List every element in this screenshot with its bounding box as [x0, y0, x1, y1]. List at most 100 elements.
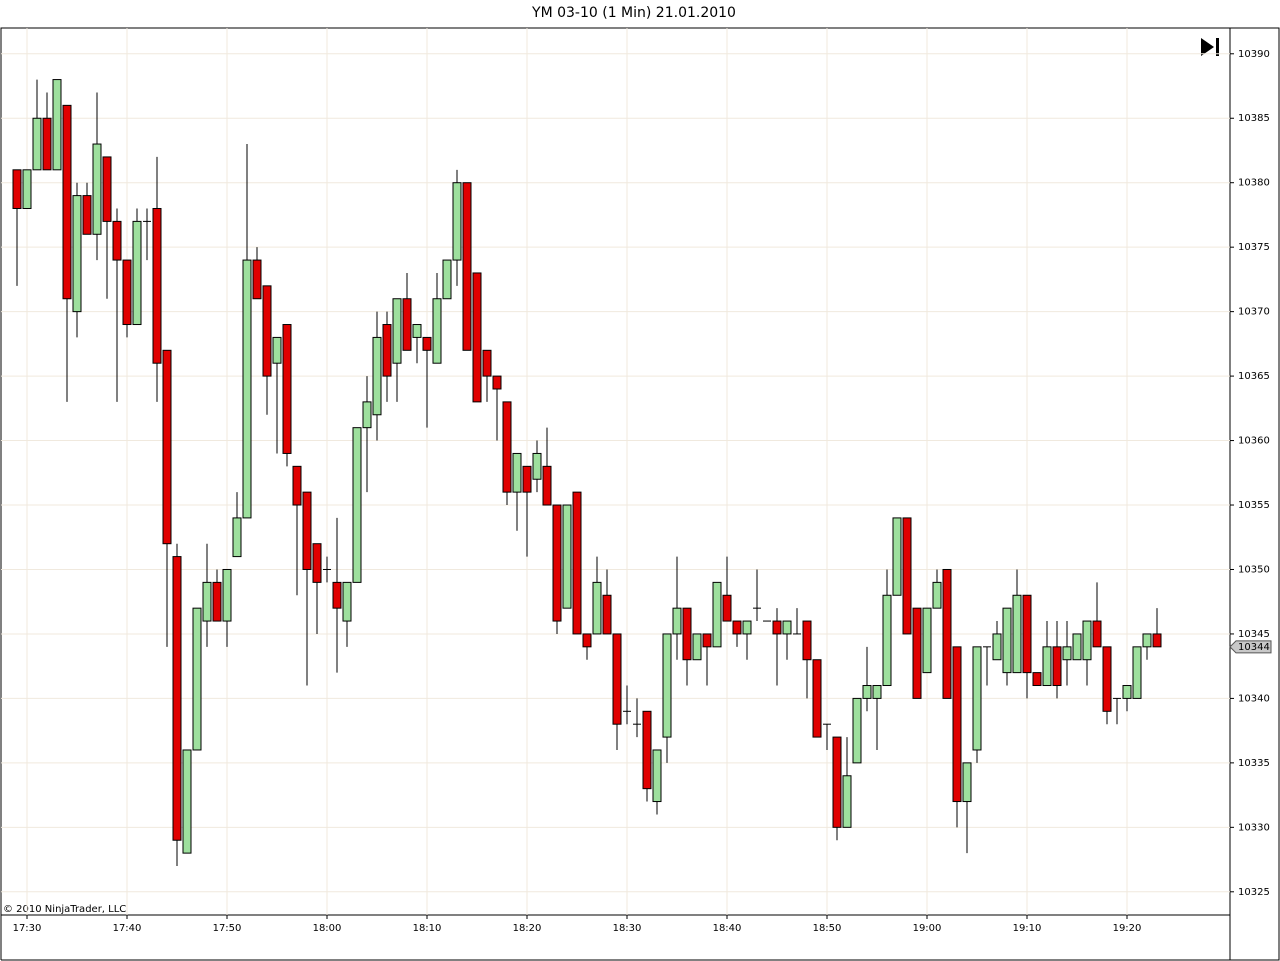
candle-body [572, 491, 582, 635]
x-tick-label: 17:50 [213, 923, 242, 934]
candle-body [222, 568, 232, 622]
y-tick-label: 10365 [1238, 371, 1270, 382]
candle-body [122, 259, 132, 326]
x-tick-label: 18:30 [613, 923, 642, 934]
candle-body [852, 697, 862, 764]
chart-title: YM 03-10 (1 Min) 21.01.2010 [531, 5, 736, 21]
y-tick-label: 10355 [1238, 500, 1270, 511]
candle-body [1152, 633, 1162, 648]
candle-body [332, 581, 342, 609]
candle-body [522, 465, 532, 493]
candle-body [52, 79, 62, 171]
x-tick-label: 19:20 [1113, 923, 1142, 934]
candle-body [92, 143, 102, 235]
y-tick-label: 10385 [1238, 113, 1270, 124]
y-tick-label: 10330 [1238, 822, 1270, 833]
candle-body [672, 607, 682, 635]
x-tick-label: 18:10 [413, 923, 442, 934]
candle-body [512, 452, 522, 493]
candle-body [542, 465, 552, 506]
candle-body [902, 517, 912, 635]
candle-body [102, 156, 112, 222]
candle-body [82, 195, 92, 235]
candle-body [312, 543, 322, 583]
candle-body [1132, 646, 1142, 699]
x-tick-label: 17:40 [113, 923, 142, 934]
candle-body [562, 504, 572, 609]
candle-body [592, 581, 602, 635]
candle-body [702, 633, 712, 648]
x-tick-label: 17:30 [13, 923, 42, 934]
candle-body [12, 169, 22, 209]
candle-body [352, 427, 362, 583]
candle-body [382, 324, 392, 377]
bar-icon[interactable] [1216, 38, 1219, 56]
candle-body [802, 620, 812, 661]
last-price-label: 10344 [1238, 642, 1270, 653]
candle-body [692, 633, 702, 661]
candle-body [492, 375, 502, 390]
candle-body [452, 182, 462, 261]
candle-body [932, 581, 942, 609]
candle-body [112, 220, 122, 261]
candle-body [472, 272, 482, 403]
candle-body [872, 685, 882, 699]
last-price-marker [1229, 640, 1272, 654]
x-tick-label: 19:10 [1013, 923, 1042, 934]
candle-body [282, 324, 292, 454]
y-tick-label: 10370 [1238, 307, 1270, 318]
candle-body [42, 117, 52, 171]
candle-body [892, 517, 902, 596]
candle-body [182, 749, 192, 854]
candle-body [1052, 646, 1062, 687]
candle-body [172, 556, 182, 841]
candle-body [1142, 633, 1152, 648]
candle-body [972, 646, 982, 751]
x-tick-label: 18:20 [513, 923, 542, 934]
y-tick-label: 10345 [1238, 629, 1270, 640]
candle-body [722, 594, 732, 622]
candle-body [132, 220, 142, 326]
candle-body [582, 633, 592, 648]
candle-body [912, 607, 922, 699]
y-tick-label: 10360 [1238, 436, 1270, 447]
play-icon[interactable] [1201, 38, 1214, 56]
y-tick-label: 10380 [1238, 178, 1270, 189]
candle-body [72, 195, 82, 313]
candle-body [1012, 594, 1022, 674]
candle-body [602, 594, 612, 635]
candle-body [1042, 646, 1052, 687]
candle-body [992, 633, 1002, 661]
candle-body [1032, 672, 1042, 687]
candles: 10344 [12, 79, 1272, 867]
x-tick-label: 18:40 [713, 923, 742, 934]
candle-body [842, 775, 852, 828]
candle-body [292, 465, 302, 506]
candle-body [682, 607, 692, 661]
candle-body [882, 594, 892, 687]
axis-frame [1229, 27, 1280, 961]
candle-body [1022, 594, 1032, 674]
candle-body [302, 491, 312, 570]
candle-body [152, 207, 162, 364]
y-tick-label: 10375 [1238, 242, 1270, 253]
candle-body [532, 452, 542, 480]
candle-body [612, 633, 622, 725]
candle-body [192, 607, 202, 751]
candle-body [1082, 620, 1092, 661]
candle-body [742, 620, 752, 635]
candle-body [502, 401, 512, 493]
y-tick-label: 10350 [1238, 564, 1270, 575]
y-tick-label: 10340 [1238, 693, 1270, 704]
scroll-end-button[interactable] [1201, 38, 1219, 56]
candle-body [772, 620, 782, 635]
candle-body [272, 336, 282, 364]
candle-body [412, 324, 422, 338]
candle-body [32, 117, 42, 171]
candle-body [202, 581, 212, 622]
candle-body [212, 581, 222, 622]
copyright: © 2010 NinjaTrader, LLC [3, 904, 126, 915]
y-tick-label: 10325 [1238, 887, 1270, 898]
